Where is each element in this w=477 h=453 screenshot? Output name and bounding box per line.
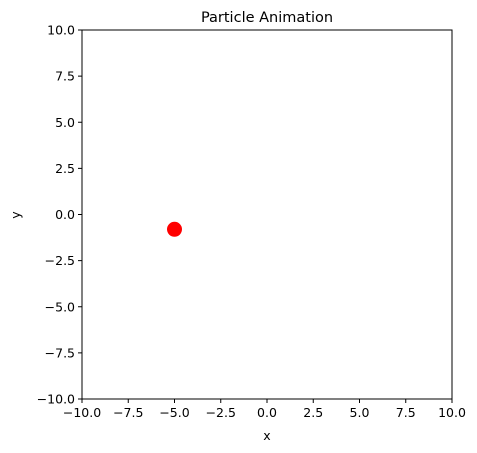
x-tick-label: −2.5 (206, 405, 236, 420)
particle-point (167, 221, 182, 237)
x-tick-label: 2.5 (303, 405, 323, 420)
y-tick-label: 5.0 (55, 115, 75, 130)
y-tick-label: −7.5 (45, 345, 75, 360)
chart-title: Particle Animation (201, 10, 333, 26)
y-tick-label: 10.0 (47, 23, 75, 38)
x-tick-label: −7.5 (113, 405, 143, 420)
y-tick-label: 2.5 (55, 161, 75, 176)
y-tick-label: −5.0 (45, 299, 75, 314)
x-tick-label: 0.0 (257, 405, 277, 420)
y-axis-label: y (8, 211, 23, 219)
x-tick-label: 7.5 (396, 405, 416, 420)
x-tick-label: −10.0 (63, 405, 101, 420)
y-tick-label: −10.0 (37, 392, 75, 407)
y-tick-label: 0.0 (55, 207, 75, 222)
y-tick-label: −2.5 (45, 253, 75, 268)
x-tick-label: 5.0 (350, 405, 370, 420)
x-axis-label: x (263, 428, 270, 443)
y-tick-label: 7.5 (55, 69, 75, 84)
marks-layer (167, 221, 182, 237)
x-tick-label: 10.0 (438, 405, 466, 420)
ticks-layer: −10.0 −7.5 −5.0 −2.5 0.0 2.5 5.0 7.5 10.0 −10.0 −7… (37, 23, 466, 421)
plot-frame (81, 29, 453, 400)
x-tick-label: −5.0 (159, 405, 189, 420)
